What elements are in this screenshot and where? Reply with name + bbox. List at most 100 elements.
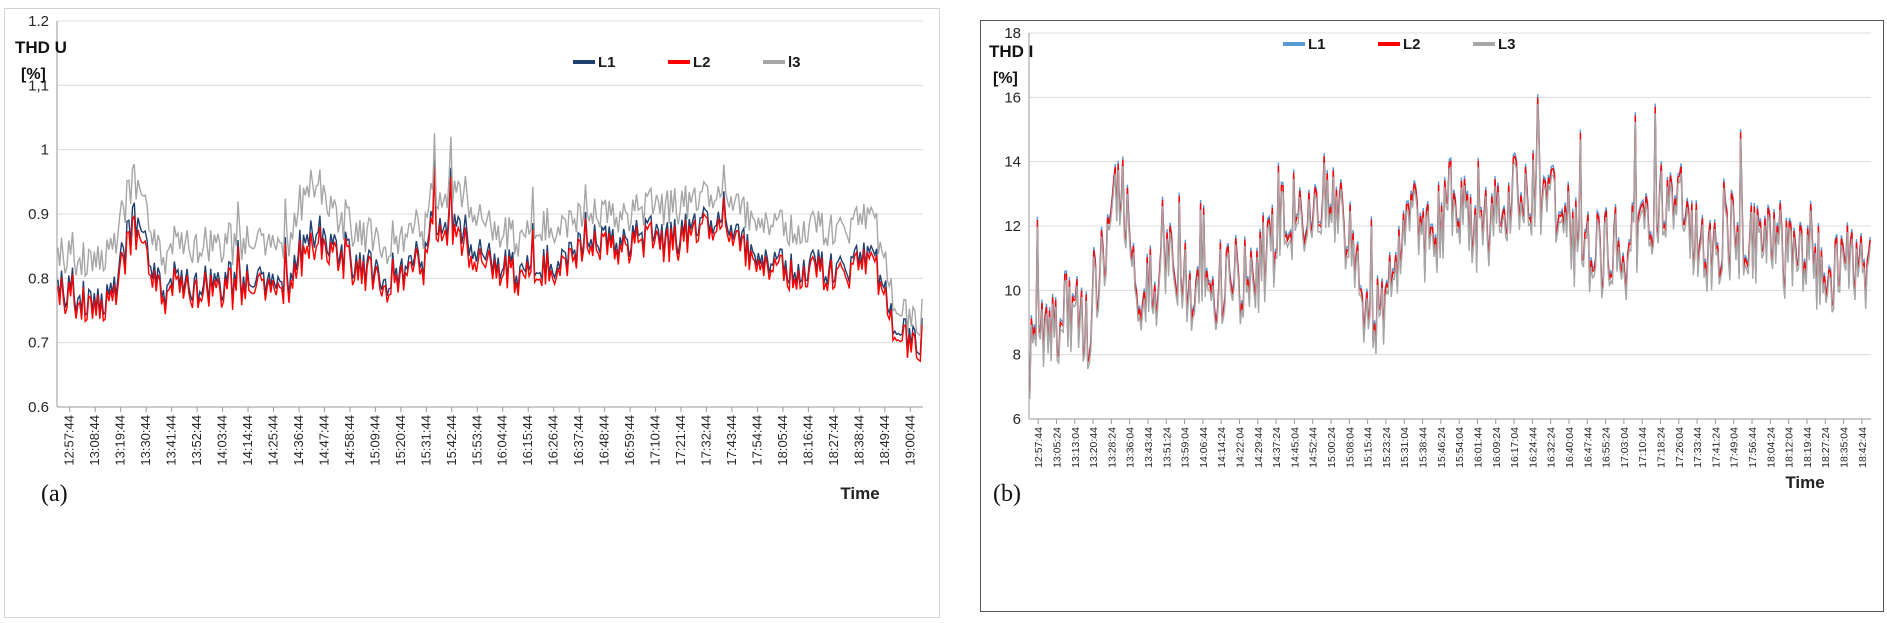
x-tick-label: 16:15:44 xyxy=(520,415,535,466)
x-tick-label: 17:18:24 xyxy=(1656,427,1668,468)
y-tick-label: 8 xyxy=(1013,347,1021,364)
x-tick-label: 15:46:24 xyxy=(1436,427,1448,468)
x-tick-label: 15:15:44 xyxy=(1363,427,1375,468)
x-tick-label: 18:27:24 xyxy=(1820,427,1832,468)
series-line-l1 xyxy=(1029,94,1871,390)
panel-tag: (a) xyxy=(41,481,68,507)
x-tick-label: 17:43:44 xyxy=(724,415,739,466)
x-tick-label: 15:54:04 xyxy=(1454,427,1466,468)
x-tick-label: 15:00:24 xyxy=(1326,427,1338,468)
y-tick-label: 10 xyxy=(1004,282,1021,299)
x-tick-label: 14:37:24 xyxy=(1271,427,1283,468)
y-tick-label: 0.7 xyxy=(28,335,49,352)
x-tick-label: 16:48:44 xyxy=(597,415,612,466)
x-tick-label: 13:41:44 xyxy=(164,415,179,466)
x-tick-label: 18:12:04 xyxy=(1784,427,1796,468)
x-tick-label: 14:47:44 xyxy=(316,415,331,466)
x-tick-label: 12:57:44 xyxy=(62,415,77,466)
x-tick-label: 17:41:24 xyxy=(1710,427,1722,468)
y-axis-unit: [%] xyxy=(21,66,46,83)
legend-label-l1: L1 xyxy=(598,54,616,71)
x-tick-label: 16:26:44 xyxy=(546,415,561,466)
chart-panel-b: 6 8 10 12 14 16 18 12:57:44 13:05:24 13:13:04 13:2… xyxy=(980,20,1884,612)
y-tick-label: 18 xyxy=(1004,25,1021,42)
x-tick-label: 14:06:44 xyxy=(1198,427,1210,468)
x-tick-label: 14:03:44 xyxy=(215,415,230,466)
y-tick-label: 1.2 xyxy=(28,13,49,30)
panel-tag: (b) xyxy=(993,481,1021,507)
thd-i-chart: 6 8 10 12 14 16 18 12:57:44 13:05:24 13:13:04 13:2… xyxy=(989,25,1871,507)
x-tick-label: 16:32:24 xyxy=(1546,427,1558,468)
x-tick-label: 17:26:04 xyxy=(1674,427,1686,468)
x-axis-title: Time xyxy=(1785,473,1824,492)
x-tick-label: 16:59:44 xyxy=(622,415,637,466)
x-tick-label: 15:53:44 xyxy=(469,415,484,466)
x-tick-label: 16:40:04 xyxy=(1564,427,1576,468)
x-tick-label: 18:19:44 xyxy=(1802,427,1814,468)
x-tick-label: 15:08:04 xyxy=(1344,427,1356,468)
x-tick-label: 13:19:44 xyxy=(113,415,128,466)
x-tick-label: 19:00:44 xyxy=(902,415,917,466)
x-tick-label: 13:52:44 xyxy=(189,415,204,466)
x-tick-label: 14:22:04 xyxy=(1235,427,1247,468)
x-tick-label: 15:20:44 xyxy=(393,415,408,466)
x-tick-label: 16:04:44 xyxy=(495,415,510,466)
x-tick-label: 14:58:44 xyxy=(342,415,357,466)
legend-label-l2: L2 xyxy=(693,54,711,71)
x-tick-label: 16:47:44 xyxy=(1582,427,1594,468)
x-tick-label: 18:49:44 xyxy=(877,415,892,466)
x-tick-label: 13:30:44 xyxy=(138,415,153,466)
x-tick-label: 16:24:44 xyxy=(1527,427,1539,468)
thd-u-chart: 0.6 0.7 0.8 0.9 1 1,1 1.2 12:57:44 13:08:44 13:19… xyxy=(15,13,923,507)
y-tick-label: 0.8 xyxy=(28,270,49,287)
y-tick-label: 1,1 xyxy=(28,77,49,94)
y-tick-label: 16 xyxy=(1004,89,1021,106)
x-tick-label: 13:51:24 xyxy=(1161,427,1173,468)
x-tick-label: 17:21:44 xyxy=(673,415,688,466)
x-tick-label: 16:09:24 xyxy=(1491,427,1503,468)
x-tick-label: 14:25:44 xyxy=(266,415,281,466)
x-tick-label: 18:04:24 xyxy=(1765,427,1777,468)
series-line-l3 xyxy=(1029,103,1871,399)
x-tick-label: 14:45:04 xyxy=(1289,427,1301,468)
x-tick-label: 18:38:44 xyxy=(851,415,866,466)
x-tick-label: 15:42:44 xyxy=(444,415,459,466)
legend-label-l3: L3 xyxy=(1498,36,1516,53)
x-tick-label: 17:10:44 xyxy=(1637,427,1649,468)
series-line-l3 xyxy=(57,133,923,337)
y-tick-label: 12 xyxy=(1004,218,1021,235)
x-tick-label: 17:32:44 xyxy=(699,415,714,466)
y-tick-label: 14 xyxy=(1004,154,1021,171)
y-axis-title: THD U xyxy=(15,38,67,57)
x-tick-label: 13:43:44 xyxy=(1143,427,1155,468)
series-line-l2 xyxy=(57,166,923,363)
y-tick-label: 6 xyxy=(1013,411,1021,428)
x-tick-label: 14:52:44 xyxy=(1308,427,1320,468)
x-tick-label: 16:55:24 xyxy=(1601,427,1613,468)
x-tick-label: 13:36:04 xyxy=(1125,427,1137,468)
x-tick-label: 17:33:44 xyxy=(1692,427,1704,468)
y-axis-title: THD I xyxy=(989,42,1033,61)
x-tick-label: 13:59:04 xyxy=(1180,427,1192,468)
x-tick-label: 13:28:24 xyxy=(1106,427,1118,468)
x-tick-label: 17:10:44 xyxy=(648,415,663,466)
x-tick-label: 16:17:04 xyxy=(1509,427,1521,468)
x-tick-label: 17:49:04 xyxy=(1729,427,1741,468)
y-tick-label: 0.9 xyxy=(28,206,49,223)
x-tick-label: 12:57:44 xyxy=(1033,427,1045,468)
y-tick-label: 0.6 xyxy=(28,399,49,416)
y-tick-label: 1 xyxy=(41,142,49,159)
x-tick-label: 14:14:44 xyxy=(240,415,255,466)
y-axis-unit: [%] xyxy=(993,70,1018,87)
x-tick-label: 15:31:04 xyxy=(1399,427,1411,468)
chart-panel-a: 0.6 0.7 0.8 0.9 1 1,1 1.2 12:57:44 13:08:44 13:19… xyxy=(4,8,940,618)
legend-label-l1: L1 xyxy=(1308,36,1326,53)
series-line-l2 xyxy=(1029,97,1871,393)
x-tick-label: 14:36:44 xyxy=(291,415,306,466)
x-tick-label: 13:05:24 xyxy=(1051,427,1063,468)
x-tick-label: 17:56:44 xyxy=(1747,427,1759,468)
x-tick-label: 18:05:44 xyxy=(775,415,790,466)
x-tick-label: 14:14:24 xyxy=(1216,427,1228,468)
x-tick-label: 14:29:44 xyxy=(1253,427,1265,468)
x-tick-label: 16:37:44 xyxy=(571,415,586,466)
